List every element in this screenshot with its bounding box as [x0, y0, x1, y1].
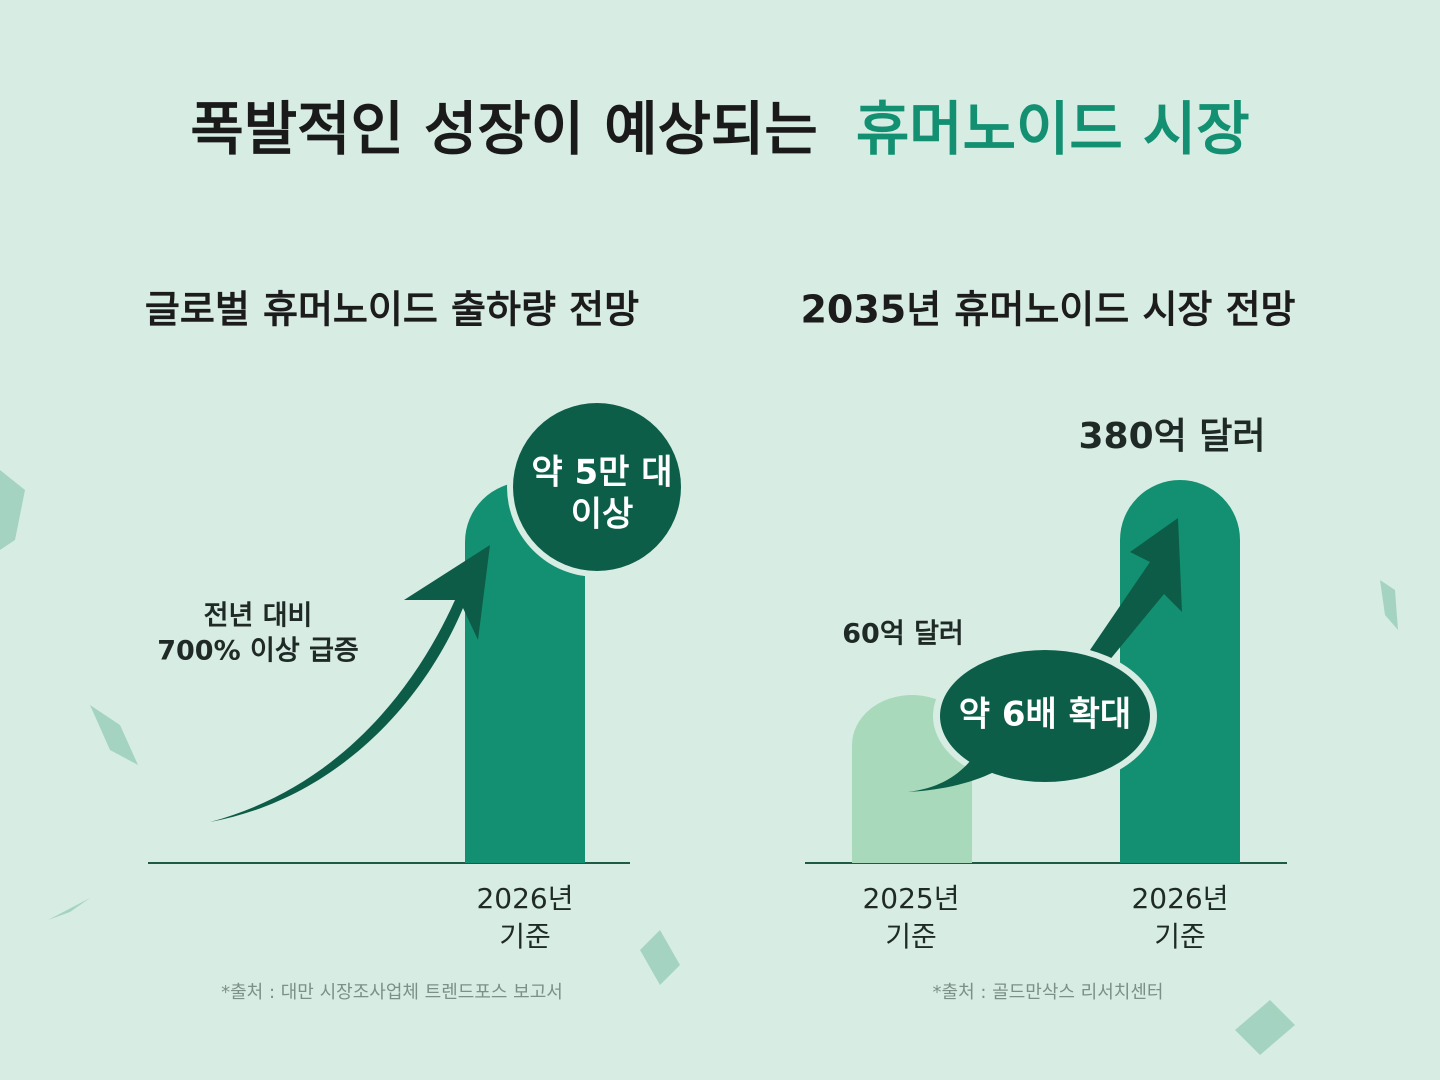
source: *출처 : 대만 시장조사업체 트렌드포스 보고서 [221, 982, 563, 1003]
bar [465, 482, 585, 863]
bar-label: 기준 [1154, 920, 1206, 953]
growth-arrow [1090, 518, 1182, 662]
confetti [0, 470, 1398, 1055]
bar-label: 기준 [499, 920, 551, 953]
confetti-piece [1355, 965, 1395, 995]
bar [1120, 480, 1240, 863]
note: 전년 대비 [204, 601, 313, 632]
panel-heading: 글로벌 휴머노이드 출하량 전망 [145, 288, 639, 332]
confetti-piece [48, 898, 90, 920]
bar-label: 기준 [885, 920, 937, 953]
panel-heading: 2035년 휴머노이드 시장 전망 [800, 288, 1295, 332]
growth-arrow [210, 545, 490, 822]
bar-label: 2026년 [476, 882, 573, 915]
bubble-text: 약 6배 확대 [959, 695, 1131, 735]
confetti-piece [1380, 580, 1398, 630]
value-label: 60억 달러 [842, 619, 964, 650]
bubble-text: 약 5만 대 [531, 453, 672, 493]
title-lead: 폭발적인 성장이 예상되는 [190, 95, 817, 163]
confetti-piece [90, 705, 138, 765]
bubble [940, 650, 1150, 782]
bar-label: 2025년 [862, 882, 959, 915]
confetti-piece [1235, 1000, 1295, 1055]
value-label: 380억 달러 [1078, 416, 1265, 457]
confetti-piece [640, 930, 680, 985]
source: *출처 : 골드만삭스 리서치센터 [933, 982, 1164, 1003]
bubble-text: 이상 [571, 495, 634, 535]
confetti-piece [0, 470, 25, 550]
bubble [513, 403, 681, 571]
note: 700% 이상 급증 [157, 636, 359, 667]
title-highlight: 휴머노이드 시장 [856, 95, 1250, 163]
title: 폭발적인 성장이 예상되는 휴머노이드 시장 [190, 95, 1249, 163]
bar-label: 2026년 [1131, 882, 1228, 915]
